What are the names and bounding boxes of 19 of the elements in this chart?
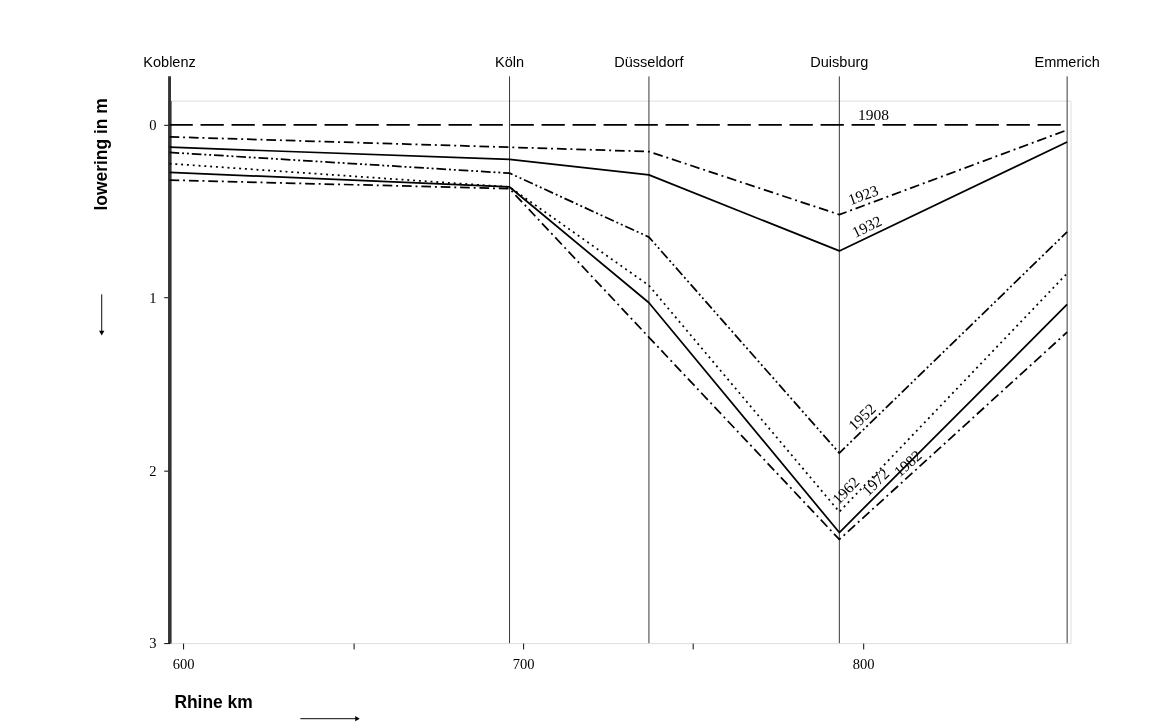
y-axis-title: lowering in m: [91, 98, 112, 211]
x-axis-title: Rhine km: [174, 692, 253, 713]
text: 1932: [849, 211, 885, 241]
x-tick-label: 600: [172, 655, 195, 672]
y-tick-label: 0: [149, 117, 157, 134]
ref-line-label: Köln: [495, 53, 525, 70]
ref-line-label: Koblenz: [143, 53, 196, 70]
y-tick-label: 1: [149, 289, 157, 306]
ref-line-label: Düsseldorf: [614, 53, 685, 70]
y-tick-label: 2: [149, 462, 157, 479]
text: 1923: [845, 181, 881, 209]
line-series: [168, 141, 1068, 252]
x-tick-label: 700: [512, 655, 535, 672]
x-tick-label: 800: [852, 655, 875, 672]
ref-line-label: Emmerich: [1034, 53, 1100, 70]
y-tick-label: 3: [149, 635, 157, 652]
series-label: 1908: [858, 105, 890, 123]
ref-line-label: Duisburg: [810, 53, 869, 70]
line-series: [168, 129, 1068, 216]
